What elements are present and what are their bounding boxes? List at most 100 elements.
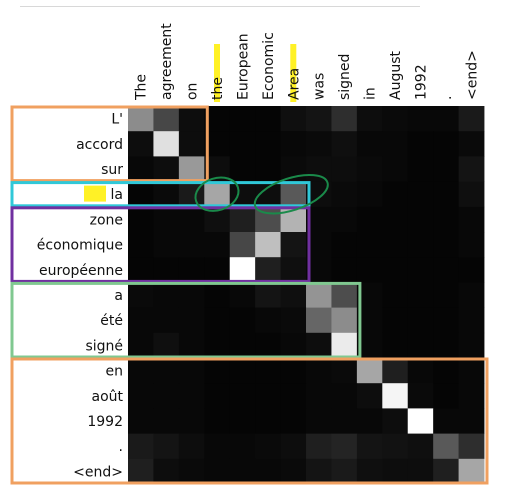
heatmap-cell [153,358,180,384]
heatmap-cell [229,307,256,334]
heatmap-cell [356,181,383,208]
heatmap-cell [280,181,307,208]
heatmap-cell [280,332,307,359]
heatmap-cell [229,206,256,233]
heatmap-cell [407,383,434,409]
target-token-label: août [91,389,123,405]
target-token-label: économique [37,238,123,254]
heatmap-cell [128,156,154,182]
heatmap-cell [128,181,154,208]
heatmap-cell [204,383,231,409]
target-token-label: <end> [73,464,123,480]
source-token-label: the [210,77,226,100]
heatmap-cell [153,131,180,157]
heatmap-cell [407,408,434,434]
heatmap-cell [128,358,154,384]
heatmap-cell [382,282,409,308]
heatmap-cell [229,358,256,384]
heatmap-cell [128,282,154,308]
heatmap-cell [255,131,281,157]
target-token-label: en [106,364,124,380]
heatmap-cell [407,106,434,132]
heatmap-cell [280,458,307,485]
heatmap-cell [229,106,256,132]
heatmap-cell [280,383,307,409]
heatmap-cell [280,156,307,182]
heatmap-cell [433,307,459,334]
heatmap-cell [331,106,358,132]
heatmap-cell [382,307,409,334]
heatmap-cell [331,131,358,157]
attention-circle [194,176,240,212]
source-token-label: . [439,96,455,100]
heatmap-cell [255,307,281,334]
heatmap-cell [331,383,358,409]
heatmap-cell [382,383,409,409]
heatmap-cell [178,206,205,233]
heatmap-cell [407,232,434,258]
heatmap-cell [255,433,281,460]
heatmap-cell [280,358,307,384]
heatmap-cell [433,156,459,182]
heatmap-cell [255,282,281,308]
heatmap-cell [204,282,231,308]
heatmap-cell [178,232,205,258]
group-a-ete-signe-box [10,281,362,359]
heatmap-cell [153,408,180,434]
heatmap-cell [433,131,459,157]
heatmap-cell [306,106,332,132]
heatmap-cell [229,383,256,409]
heatmap-cell [306,282,332,308]
heatmap-cell [255,408,281,434]
heatmap-cell [128,408,154,434]
heatmap-cell [433,181,459,208]
heatmap-cell [407,257,434,283]
heatmap-cell [433,206,459,233]
source-token-label: in [363,87,379,100]
heatmap-cell [204,458,231,485]
heatmap-cell [229,131,256,157]
heatmap-cell [153,383,180,409]
heatmap-cell [356,232,383,258]
heatmap-cell [407,307,434,334]
heatmap-cell [128,232,154,258]
heatmap-cell [433,106,459,132]
heatmap-cell [128,257,154,283]
heatmap-cell [178,383,205,409]
heatmap-cell [331,232,358,258]
heatmap-cell [458,156,485,182]
heatmap-cell [306,307,332,334]
heatmap-cell [458,282,485,308]
heatmap-cell [382,257,409,283]
heatmap-cell [331,307,358,334]
source-token-label: 1992 [413,64,429,100]
source-token-label: August [388,50,404,100]
heatmap-cell [153,156,180,182]
heatmap-cell [331,458,358,485]
heatmap-cell [306,332,332,359]
heatmap-cell [128,206,154,233]
heatmap-cell [382,358,409,384]
heatmap-cell [331,433,358,460]
source-token-label: European [235,33,251,100]
heatmap-cell [458,257,485,283]
target-token-label: 1992 [87,414,123,430]
heatmap-cell [306,156,332,182]
heatmap-cell [433,433,459,460]
heatmap-cell [382,332,409,359]
heatmap-cell [153,181,180,208]
target-token-label: a [114,288,123,304]
heatmap-cell [306,458,332,485]
target-token-label: zone [90,212,123,228]
heatmap-cell [229,332,256,359]
heatmap-cell [178,131,205,157]
heatmap-cell [458,232,485,258]
heatmap-cell [229,257,256,283]
heatmap-cell [153,257,180,283]
heatmap-cell [331,408,358,434]
heatmap-cell [153,433,180,460]
heatmap-cell [433,383,459,409]
heatmap-cell [255,383,281,409]
heatmap-cell [382,156,409,182]
